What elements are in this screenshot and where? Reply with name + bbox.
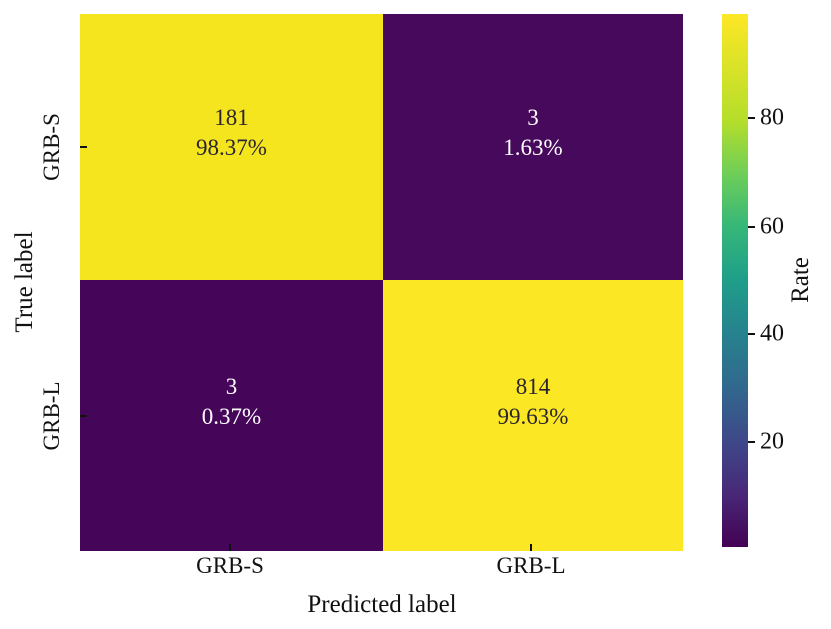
cell-annotation: 3 1.63%	[503, 103, 562, 163]
x-tick-mark	[229, 544, 231, 551]
colorbar-gradient	[722, 14, 748, 547]
heatmap-plot-area: 181 98.37% 3 1.63% 3 0.37% 814 99.63%	[80, 14, 683, 551]
cell-percent: 1.63%	[503, 135, 563, 160]
cell-annotation: 814 99.63%	[498, 372, 569, 432]
cell-count: 814	[515, 373, 551, 399]
cell-percent: 99.63%	[497, 403, 569, 429]
cell-count: 181	[214, 105, 249, 131]
colorbar-tick-mark	[748, 117, 755, 119]
cell-annotation: 3 0.37%	[202, 372, 261, 432]
heatmap-cell-true-grbl-pred-grbl: 814 99.63%	[383, 280, 683, 551]
colorbar-tick-label: 60	[760, 213, 784, 240]
x-tick-label: GRB-L	[496, 553, 566, 578]
colorbar-tick-mark	[748, 441, 755, 443]
y-tick-label: GRB-S	[39, 113, 64, 181]
x-axis-title: Predicted label	[307, 591, 457, 618]
y-tick-label: GRB-L	[39, 381, 64, 451]
colorbar-tick-mark	[748, 333, 755, 335]
heatmap-cell-true-grbl-pred-grbs: 3 0.37%	[80, 280, 383, 551]
cell-percent: 0.37%	[201, 403, 262, 429]
x-tick-mark	[530, 544, 532, 551]
heatmap-cell-true-grbs-pred-grbl: 3 1.63%	[383, 14, 683, 280]
colorbar-tick-label: 40	[760, 320, 784, 347]
cell-count: 3	[225, 373, 238, 399]
y-tick-mark	[80, 146, 87, 148]
cell-percent: 98.37%	[196, 135, 267, 160]
y-tick-mark	[80, 415, 87, 417]
colorbar-tick-mark	[748, 226, 755, 228]
colorbar-tick-label: 80	[760, 104, 784, 131]
colorbar-axis-title: Rate	[787, 257, 814, 303]
heatmap-cell-true-grbs-pred-grbs: 181 98.37%	[80, 14, 383, 280]
cell-annotation: 181 98.37%	[196, 103, 267, 163]
x-tick-label: GRB-S	[196, 553, 264, 578]
y-axis-title: True label	[11, 231, 38, 333]
colorbar-tick-label: 20	[760, 428, 784, 455]
cell-count: 3	[527, 105, 539, 131]
